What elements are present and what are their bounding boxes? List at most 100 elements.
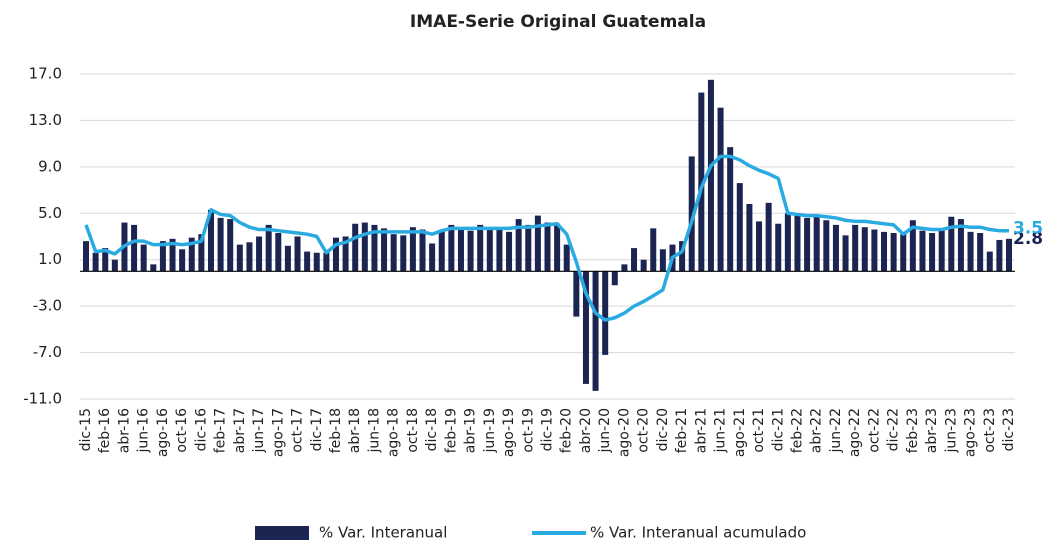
bar — [938, 230, 945, 272]
x-tick-label: abr-22 — [809, 408, 825, 453]
bar — [573, 271, 580, 317]
x-tick-label: abr-16 — [116, 408, 132, 453]
x-tick-label: feb-23 — [905, 408, 921, 453]
bar — [179, 249, 186, 272]
x-tick-label: oct-22 — [866, 408, 882, 453]
bar — [525, 224, 532, 272]
bar — [804, 217, 811, 272]
x-tick-label: oct-19 — [520, 408, 536, 453]
bar — [900, 234, 907, 272]
x-tick-label: oct-17 — [290, 408, 306, 453]
bar — [227, 219, 234, 272]
bar — [342, 236, 349, 272]
bar — [400, 235, 407, 272]
bar — [217, 217, 224, 272]
bar — [496, 227, 503, 272]
x-tick-label: dic-16 — [193, 408, 209, 451]
bar — [871, 229, 878, 272]
bar — [707, 79, 714, 272]
line — [84, 154, 1009, 322]
x-tick-label: dic-17 — [309, 408, 325, 451]
x-tick-label: ago-17 — [270, 408, 286, 457]
x-tick-label: dic-22 — [886, 408, 902, 451]
legend-label: % Var. Interanual acumulado — [590, 524, 806, 542]
end-label: 3.5 — [1013, 219, 1043, 239]
bar — [486, 229, 493, 272]
x-tick-label: jun-17 — [251, 408, 267, 454]
bar — [592, 271, 599, 391]
x-tick-label: dic-15 — [78, 408, 94, 451]
bar — [429, 243, 436, 272]
bar — [246, 242, 253, 272]
bar — [957, 219, 964, 272]
x-tick-label: dic-18 — [424, 408, 440, 451]
bar — [986, 251, 993, 272]
x-tick-label: jun-23 — [943, 408, 959, 454]
bar — [890, 233, 897, 272]
bar — [332, 237, 339, 272]
bar — [640, 259, 647, 272]
bar — [977, 233, 984, 272]
x-tick-label: feb-17 — [213, 408, 229, 453]
x-tick-label: oct-18 — [405, 408, 421, 453]
bar — [381, 228, 388, 272]
bar — [265, 224, 272, 272]
bar — [92, 252, 99, 272]
bar — [736, 183, 743, 272]
x-tick-label: feb-22 — [789, 408, 805, 453]
bar — [352, 223, 359, 272]
bar — [842, 235, 849, 272]
bar — [794, 215, 801, 272]
bar — [188, 237, 195, 272]
bar — [323, 252, 330, 272]
bar — [294, 236, 301, 272]
bar — [996, 239, 1003, 272]
bar — [131, 224, 138, 272]
x-tick-label: jun-16 — [136, 408, 152, 454]
y-tick-label: -3.0 — [33, 297, 62, 315]
bar — [102, 248, 109, 272]
bar — [727, 147, 734, 272]
bar — [544, 222, 551, 272]
bar — [948, 216, 955, 272]
x-tick-label: oct-23 — [982, 408, 998, 453]
bar — [284, 245, 291, 272]
x-tick-label: ago-21 — [732, 408, 748, 457]
bar — [467, 230, 474, 272]
x-tick-label: feb-16 — [97, 408, 113, 453]
x-tick-label: oct-16 — [174, 408, 190, 453]
bar — [275, 233, 282, 272]
x-tick-label: jun-19 — [482, 408, 498, 454]
bar — [621, 264, 628, 272]
bar — [775, 223, 782, 272]
bar — [371, 224, 378, 272]
x-tick-label: ago-20 — [616, 408, 632, 457]
x-tick-label: oct-21 — [751, 408, 767, 453]
bar — [881, 231, 888, 272]
bar — [832, 224, 839, 272]
y-tick-label: 5.0 — [38, 204, 62, 222]
bar — [929, 233, 936, 272]
x-tick-label: dic-19 — [540, 408, 556, 451]
bar — [679, 241, 686, 272]
x-tick-label: jun-22 — [828, 408, 844, 454]
x-tick-label: jun-20 — [597, 408, 613, 454]
bar — [140, 244, 147, 272]
x-tick-label: oct-20 — [636, 408, 652, 453]
end-label: 2.8 — [1013, 229, 1043, 249]
bar — [198, 234, 205, 272]
bar — [717, 107, 724, 272]
bar — [111, 259, 118, 272]
y-tick-label: -7.0 — [33, 343, 62, 361]
bar — [438, 230, 445, 272]
bar — [784, 213, 791, 272]
bar — [477, 224, 484, 272]
x-tick-label: dic-20 — [655, 408, 671, 451]
bar — [256, 236, 263, 272]
bar — [448, 224, 455, 272]
bar — [861, 227, 868, 272]
x-tick-label: abr-21 — [693, 408, 709, 453]
bar — [852, 224, 859, 272]
y-tick-label: 9.0 — [38, 157, 62, 175]
